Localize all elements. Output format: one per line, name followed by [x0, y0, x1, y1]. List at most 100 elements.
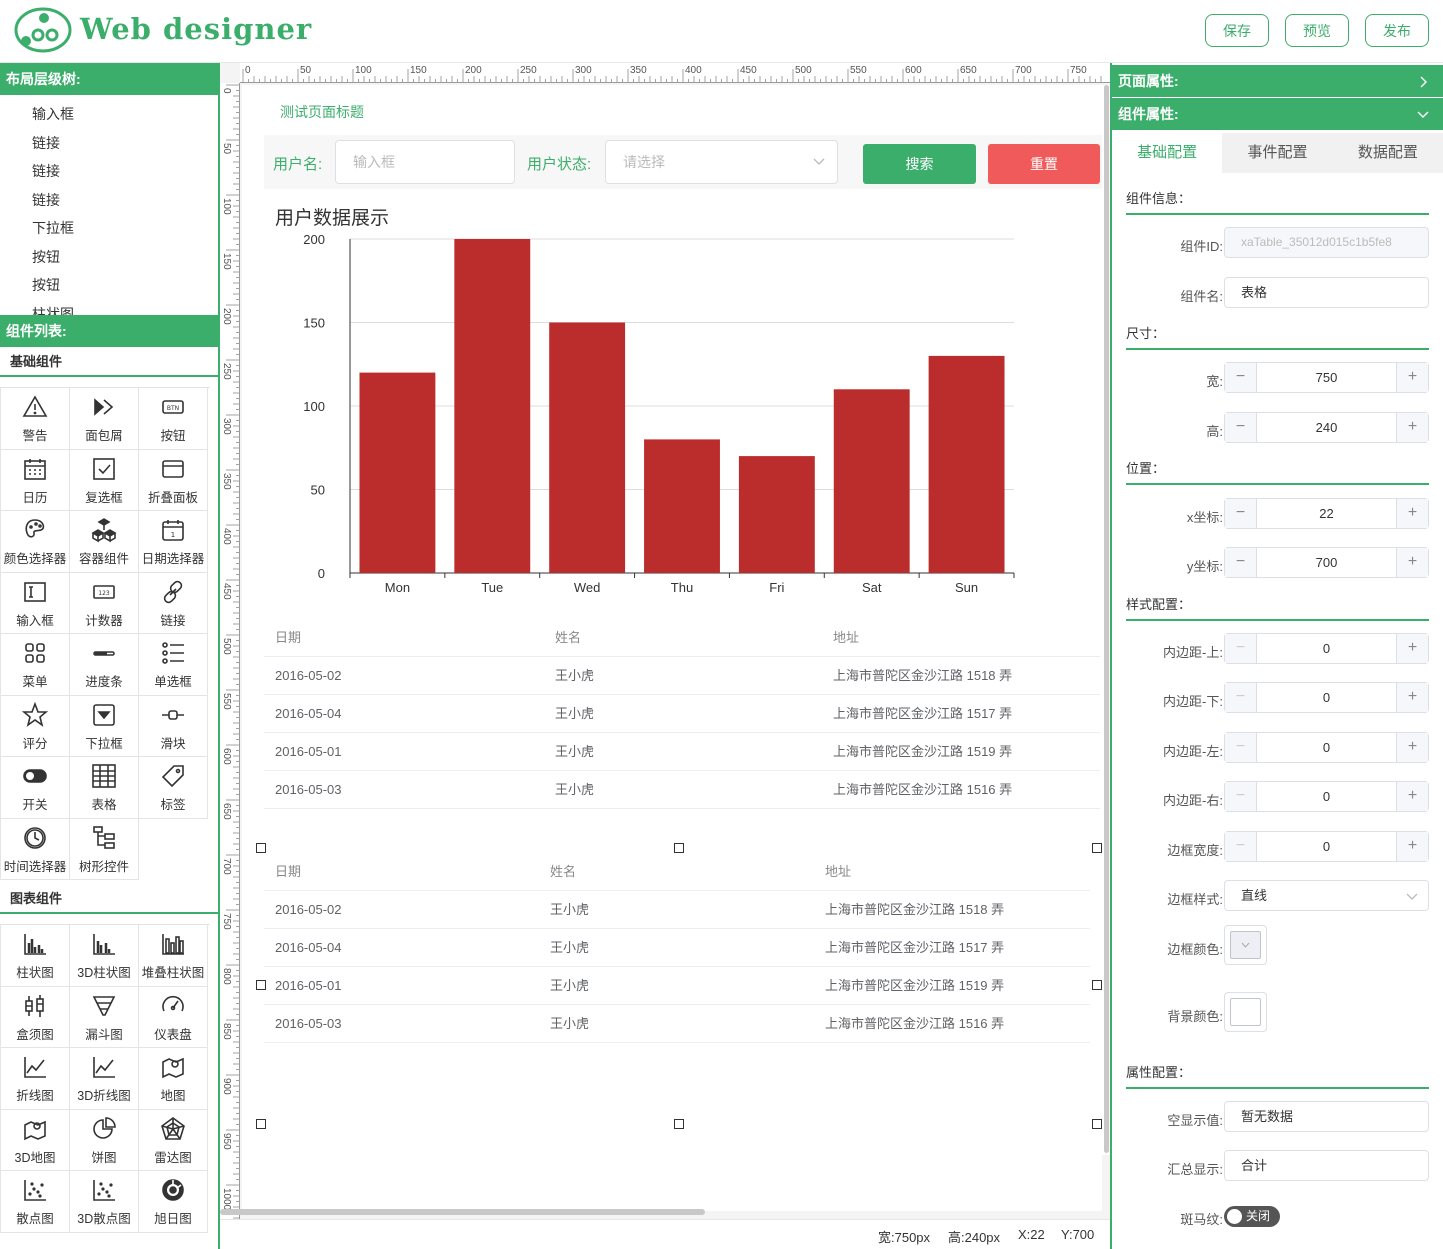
- padding-bottom-value[interactable]: 0: [1322, 690, 1331, 705]
- minus-button[interactable]: −: [1225, 363, 1257, 392]
- table-row[interactable]: 2016-05-02 王小虎 上海市普陀区金沙江路 1518 弄: [264, 891, 1090, 929]
- component-tag[interactable]: 标签: [139, 757, 208, 819]
- padding-left-value[interactable]: 0: [1322, 740, 1331, 755]
- component-input[interactable]: 输入框: [1, 572, 70, 634]
- component-cubes[interactable]: 容器组件: [70, 511, 139, 573]
- tab-event-config[interactable]: 事件配置: [1247, 144, 1308, 161]
- height-value[interactable]: 240: [1315, 420, 1338, 435]
- vertical-scrollbar[interactable]: [1102, 85, 1110, 1155]
- plus-button[interactable]: +: [1396, 683, 1428, 712]
- resize-handle[interactable]: [1092, 980, 1102, 990]
- component-clock[interactable]: 时间选择器: [1, 818, 70, 880]
- component-scatter[interactable]: 散点图: [1, 1171, 70, 1233]
- component-calendar[interactable]: 日历: [1, 449, 70, 511]
- preview-button[interactable]: 预览: [1285, 14, 1349, 47]
- component-palette[interactable]: 颜色选择器: [1, 511, 70, 573]
- plus-button[interactable]: +: [1396, 832, 1428, 861]
- y-value[interactable]: 700: [1315, 555, 1338, 570]
- layout-tree[interactable]: 输入框 链接 链接 链接 下拉框 按钮 按钮 柱状图: [0, 95, 218, 315]
- plus-button[interactable]: +: [1396, 413, 1428, 442]
- border-width-value[interactable]: 0: [1322, 839, 1331, 854]
- resize-handle[interactable]: [256, 1119, 266, 1129]
- plus-button[interactable]: +: [1396, 499, 1428, 528]
- minus-button[interactable]: −: [1225, 634, 1257, 663]
- background-color-picker[interactable]: [1224, 992, 1267, 1032]
- user-status-select[interactable]: 请选择: [605, 140, 838, 184]
- tree-item[interactable]: 下拉框: [32, 220, 74, 236]
- search-button[interactable]: 搜索: [863, 144, 976, 184]
- resize-handle[interactable]: [1092, 843, 1102, 853]
- component-checkbox[interactable]: 复选框: [70, 449, 139, 511]
- minus-button[interactable]: −: [1225, 782, 1257, 811]
- border-color-picker[interactable]: [1224, 925, 1267, 965]
- minus-button[interactable]: −: [1225, 733, 1257, 762]
- component-tree[interactable]: 树形控件: [70, 818, 139, 880]
- bar-chart[interactable]: 用户数据展示 0 50 100 150 200 Mon Tue Wed Thu Fri Sat Sun: [264, 195, 1102, 613]
- table-row[interactable]: 2016-05-03 王小虎 上海市普陀区金沙江路 1516 弄: [264, 771, 1100, 809]
- horizontal-scrollbar[interactable]: [220, 1209, 705, 1215]
- page-title[interactable]: 测试页面标题: [280, 104, 364, 120]
- resize-handle[interactable]: [1092, 1119, 1102, 1129]
- component-line-chart[interactable]: 折线图: [1, 1048, 70, 1110]
- table-row[interactable]: 2016-05-01 王小虎 上海市普陀区金沙江路 1519 弄: [264, 733, 1100, 771]
- component-star[interactable]: 评分: [1, 695, 70, 757]
- tree-item[interactable]: 链接: [32, 163, 60, 179]
- component-map3d[interactable]: 3D地图: [1, 1109, 70, 1171]
- tab-data-config[interactable]: 数据配置: [1357, 144, 1418, 161]
- component-progress[interactable]: 进度条: [70, 634, 139, 696]
- minus-button[interactable]: −: [1225, 683, 1257, 712]
- component-link[interactable]: 链接: [139, 572, 208, 634]
- component-id-field[interactable]: xaTable_35012d015c1b5fe8: [1224, 227, 1429, 258]
- data-table[interactable]: 日期 姓名 地址 2016-05-02 王小虎 上海市普陀区金沙江路 1518 弄 2016…: [264, 618, 1100, 838]
- component-warning[interactable]: 警告: [1, 388, 70, 450]
- plus-button[interactable]: +: [1396, 363, 1428, 392]
- component-stacked-bar[interactable]: 堆叠柱状图: [139, 925, 208, 987]
- component-counter[interactable]: 123 计数器: [70, 572, 139, 634]
- component-line3d-chart[interactable]: 3D折线图: [70, 1048, 139, 1110]
- border-style-select[interactable]: 直线: [1224, 880, 1429, 911]
- tree-item[interactable]: 链接: [32, 191, 60, 208]
- tree-item[interactable]: 输入框: [32, 106, 74, 122]
- component-scatter3d[interactable]: 3D散点图: [70, 1171, 139, 1233]
- resize-handle[interactable]: [674, 1119, 684, 1129]
- tree-item[interactable]: 按钮: [32, 248, 60, 265]
- table-row[interactable]: 2016-05-01 王小虎 上海市普陀区金沙江路 1519 弄: [264, 967, 1090, 1005]
- tree-item[interactable]: 柱状图: [32, 305, 74, 316]
- table-row[interactable]: 2016-05-02 王小虎 上海市普陀区金沙江路 1518 弄: [264, 657, 1100, 695]
- username-input[interactable]: 输入框: [335, 140, 515, 184]
- component-breadcrumb[interactable]: 面包屑: [70, 388, 139, 450]
- component-gauge[interactable]: 仪表盘: [139, 986, 208, 1048]
- minus-button[interactable]: −: [1225, 548, 1257, 577]
- component-radio-list[interactable]: 单选框: [139, 634, 208, 696]
- component-map[interactable]: 地图: [139, 1048, 208, 1110]
- component-radar[interactable]: 雷达图: [139, 1109, 208, 1171]
- stripe-switch[interactable]: 关闭: [1224, 1206, 1280, 1227]
- tree-item[interactable]: 链接: [32, 134, 60, 151]
- reset-button[interactable]: 重置: [988, 144, 1100, 184]
- minus-button[interactable]: −: [1225, 413, 1257, 442]
- component-table[interactable]: 表格: [70, 757, 139, 819]
- component-name-field[interactable]: 表格: [1224, 277, 1429, 308]
- resize-handle[interactable]: [256, 843, 266, 853]
- table-row[interactable]: 2016-05-04 王小虎 上海市普陀区金沙江路 1517 弄: [264, 695, 1100, 733]
- resize-handle[interactable]: [674, 843, 684, 853]
- x-value[interactable]: 22: [1319, 506, 1334, 521]
- component-bar-chart[interactable]: 柱状图: [1, 925, 70, 987]
- component-funnel[interactable]: 漏斗图: [70, 986, 139, 1048]
- table-row[interactable]: 2016-05-04 王小虎 上海市普陀区金沙江路 1517 弄: [264, 929, 1090, 967]
- component-button[interactable]: BTN 按钮: [139, 388, 208, 450]
- empty-value-field[interactable]: 暂无数据: [1224, 1101, 1429, 1132]
- page-properties-header[interactable]: 页面属性:: [1112, 65, 1443, 97]
- plus-button[interactable]: +: [1396, 782, 1428, 811]
- save-button[interactable]: 保存: [1205, 14, 1269, 47]
- component-switch[interactable]: 开关: [1, 757, 70, 819]
- publish-button[interactable]: 发布: [1365, 14, 1429, 47]
- minus-button[interactable]: −: [1225, 832, 1257, 861]
- tab-basic-config[interactable]: 基础配置: [1112, 133, 1223, 173]
- component-boxplot[interactable]: 盒须图: [1, 986, 70, 1048]
- table-row[interactable]: 2016-05-03 王小虎 上海市普陀区金沙江路 1516 弄: [264, 1005, 1090, 1043]
- component-date[interactable]: 1 日期选择器: [139, 511, 208, 573]
- plus-button[interactable]: +: [1396, 548, 1428, 577]
- tree-item[interactable]: 按钮: [32, 277, 60, 293]
- plus-button[interactable]: +: [1396, 634, 1428, 663]
